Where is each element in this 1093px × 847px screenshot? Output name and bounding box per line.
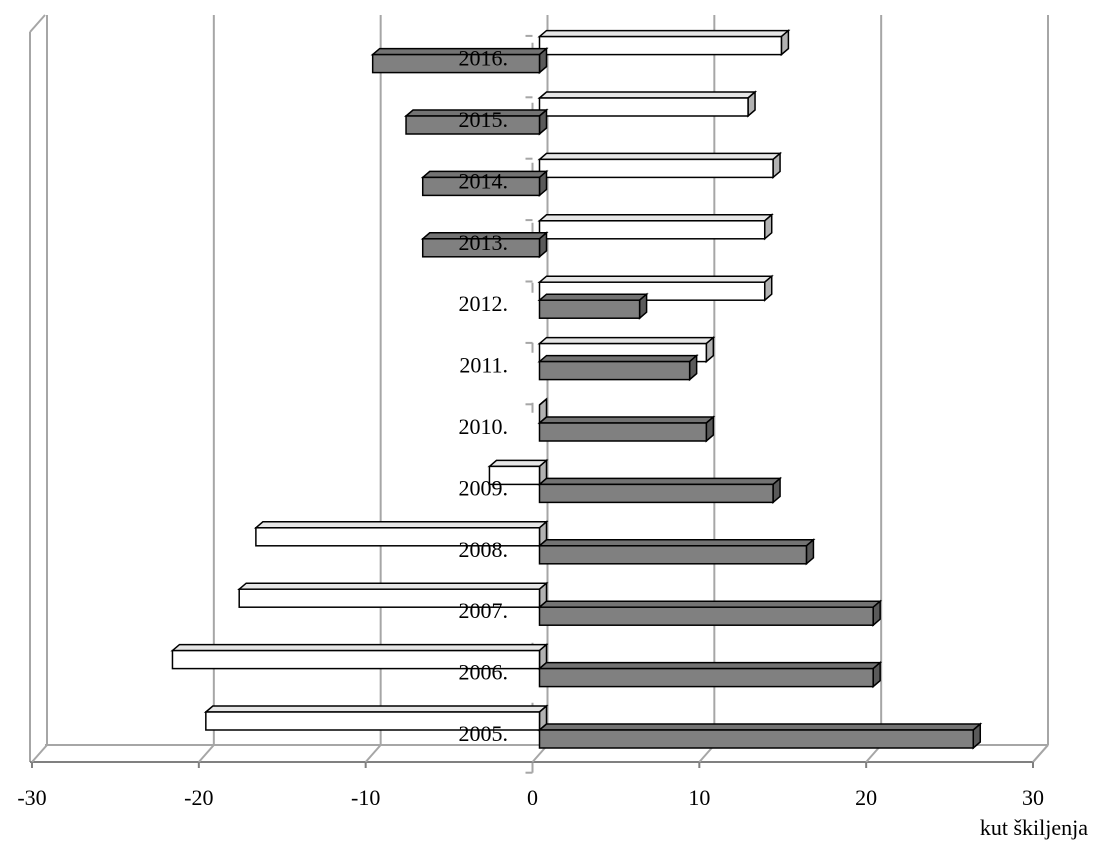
bar bbox=[537, 213, 774, 241]
bar-front bbox=[538, 729, 975, 749]
bar-front bbox=[538, 158, 774, 179]
bar bbox=[537, 722, 983, 750]
bar-top bbox=[537, 600, 883, 608]
y-tick-label: 2013. bbox=[459, 230, 509, 255]
bar-front bbox=[205, 711, 541, 731]
bar-top bbox=[170, 643, 549, 652]
bar-top bbox=[237, 582, 549, 590]
bar bbox=[537, 292, 649, 320]
x-tick-label: -20 bbox=[184, 785, 213, 810]
bar-top bbox=[537, 661, 883, 670]
bar-front bbox=[538, 97, 749, 117]
bar-top bbox=[537, 29, 791, 38]
bar bbox=[370, 46, 549, 75]
bar-top bbox=[487, 459, 549, 468]
bar bbox=[253, 520, 549, 548]
bar-front bbox=[255, 527, 541, 547]
bar-front bbox=[538, 220, 766, 240]
bar-front bbox=[538, 545, 808, 565]
bar-front bbox=[538, 606, 874, 626]
x-tick-label: 10 bbox=[688, 785, 710, 810]
bar-top bbox=[537, 416, 716, 424]
y-tick-label: 2014. bbox=[459, 168, 509, 193]
bar bbox=[537, 415, 716, 443]
bar bbox=[237, 581, 549, 609]
bar-top bbox=[537, 723, 983, 731]
floor-grid-line bbox=[31, 744, 48, 763]
bar bbox=[537, 90, 758, 118]
bar bbox=[420, 231, 549, 259]
bar-front bbox=[171, 649, 541, 670]
floor-grid-line bbox=[198, 744, 215, 763]
bar-front bbox=[488, 465, 541, 486]
bar bbox=[203, 704, 549, 732]
bar-top bbox=[537, 354, 699, 363]
floor-grid-line bbox=[1032, 744, 1049, 763]
y-tick-label: 2007. bbox=[459, 598, 509, 623]
y-tick-label: 2015. bbox=[459, 107, 509, 132]
bar-top bbox=[537, 477, 783, 486]
bar-front bbox=[421, 238, 541, 258]
bar-top bbox=[537, 293, 649, 301]
bar-front bbox=[538, 483, 774, 504]
bar-top bbox=[203, 705, 549, 713]
bar-front bbox=[538, 422, 708, 442]
bar-front bbox=[538, 299, 641, 319]
bar-front bbox=[538, 667, 874, 688]
bar-front bbox=[421, 176, 541, 197]
y-tick-label: 2010. bbox=[459, 414, 509, 439]
bar bbox=[537, 353, 699, 382]
x-tick-label: -10 bbox=[351, 785, 380, 810]
x-tick-label: 20 bbox=[855, 785, 877, 810]
bar-top bbox=[537, 214, 774, 222]
x-tick-label: 0 bbox=[527, 785, 538, 810]
bar-top bbox=[253, 521, 549, 529]
bar bbox=[537, 28, 791, 57]
bar bbox=[537, 660, 883, 689]
bar-top bbox=[537, 152, 783, 161]
y-tick-label: 2012. bbox=[459, 291, 509, 316]
floor-grid-line bbox=[364, 744, 382, 763]
bar bbox=[420, 169, 549, 198]
y-tick-label: 2016. bbox=[459, 46, 509, 71]
bar-front bbox=[405, 115, 541, 135]
bar-top bbox=[537, 91, 758, 99]
y-tick-label: 2006. bbox=[459, 660, 509, 685]
bar-front bbox=[238, 588, 541, 608]
bar bbox=[170, 642, 549, 671]
bar-top bbox=[537, 336, 716, 345]
bar-front bbox=[371, 53, 541, 74]
bar-front bbox=[538, 35, 783, 56]
bar bbox=[537, 476, 783, 505]
y-tick-label: 2009. bbox=[459, 475, 509, 500]
y-tick-label: 2005. bbox=[459, 721, 509, 746]
bar-top bbox=[537, 275, 774, 283]
bar bbox=[537, 538, 816, 566]
left-wall-top bbox=[29, 14, 46, 33]
x-axis-title: kut škiljenja bbox=[980, 815, 1088, 840]
y-tick-label: 2008. bbox=[459, 537, 509, 562]
bar bbox=[404, 108, 549, 136]
y-tick-label: 2011. bbox=[459, 353, 508, 378]
bar-top bbox=[537, 539, 816, 547]
x-tick-label: 30 bbox=[1022, 785, 1044, 810]
x-tick-label: -30 bbox=[17, 785, 46, 810]
bar bbox=[537, 599, 883, 627]
bar-front bbox=[538, 360, 691, 381]
bar bbox=[537, 151, 783, 180]
